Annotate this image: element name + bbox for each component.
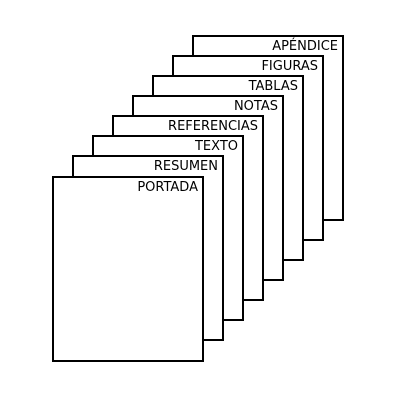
- page-label-references: REFERENCIAS: [168, 119, 258, 134]
- page-label-text: TEXTO: [194, 139, 238, 154]
- page-cover: PORTADA: [52, 176, 204, 362]
- page-label-notes: NOTAS: [233, 99, 278, 114]
- page-label-appendix: APÉNDICE: [272, 39, 338, 54]
- page-label-abstract: RESUMEN: [153, 159, 218, 174]
- page-label-figures: FIGURAS: [261, 59, 318, 74]
- page-label-tables: TABLAS: [248, 79, 298, 94]
- page-label-cover: PORTADA: [137, 180, 198, 195]
